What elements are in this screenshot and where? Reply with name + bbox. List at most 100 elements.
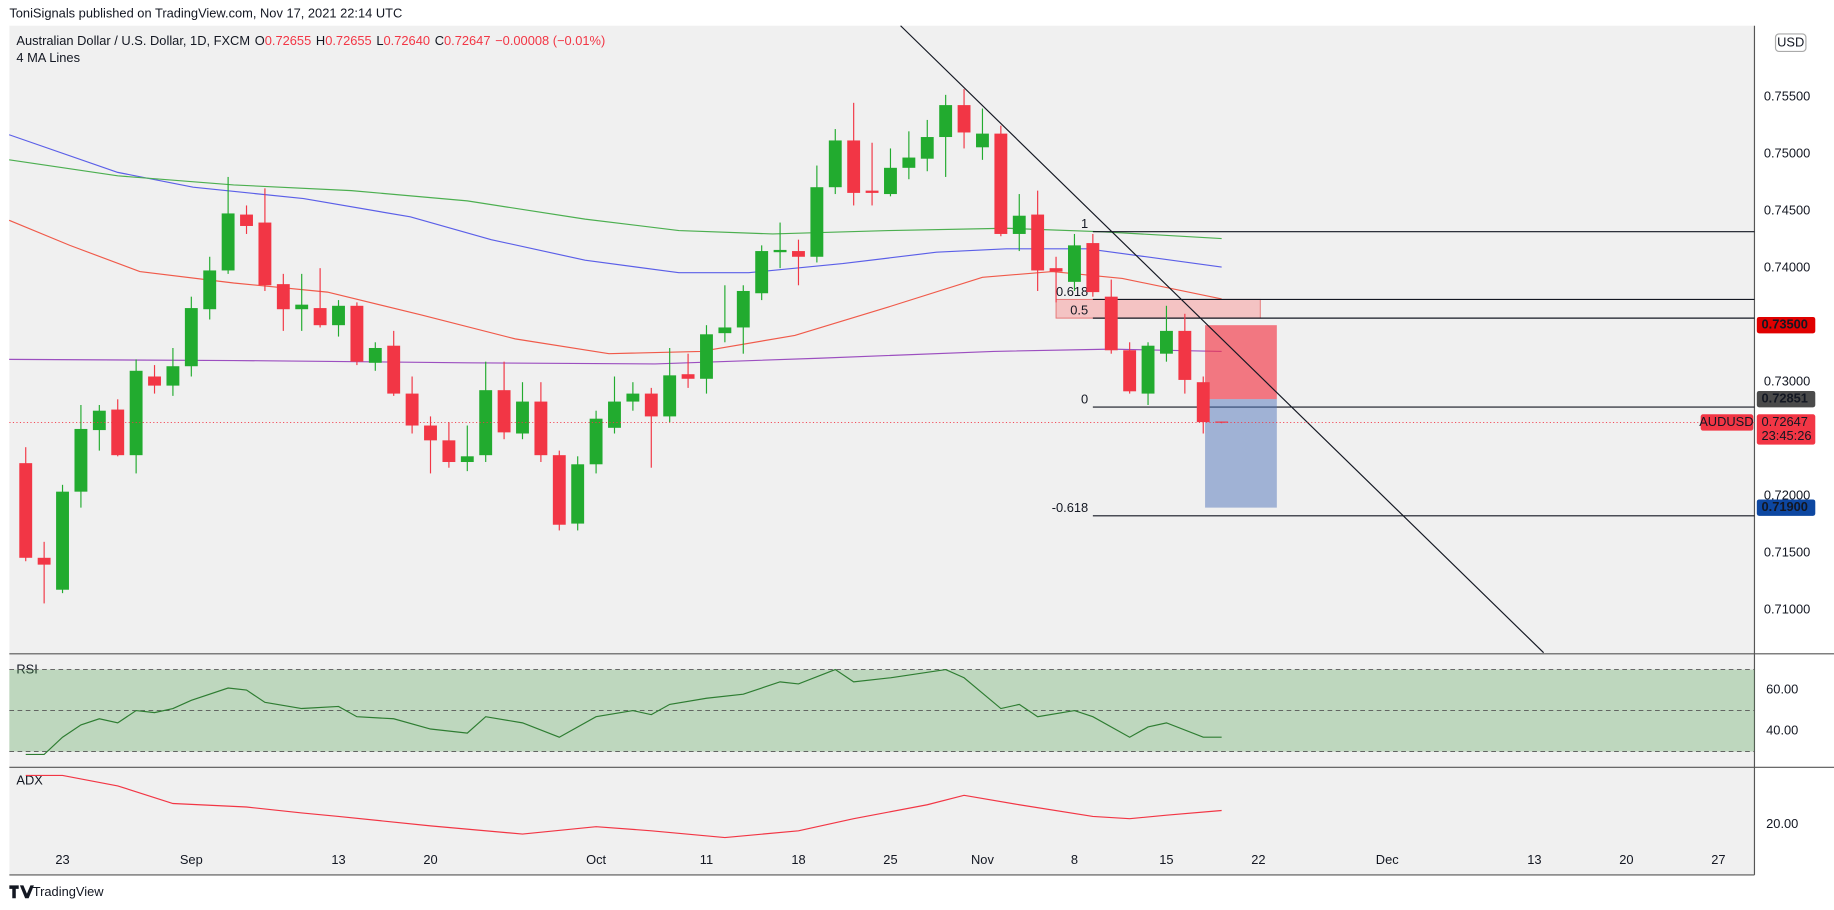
candle-body	[221, 213, 235, 271]
last-price-label: 0.72647	[1761, 414, 1807, 429]
candle-body	[1196, 382, 1210, 423]
publisher: ToniSignals published on TradingView.com…	[9, 5, 402, 20]
candle-body	[663, 375, 677, 417]
candle-body	[847, 140, 861, 193]
candle-body	[1123, 350, 1137, 392]
candle-body	[1031, 214, 1045, 271]
rsi-tick-label: 60.00	[1766, 681, 1798, 696]
candle-body	[828, 140, 842, 188]
brand: TradingView	[33, 884, 104, 899]
x-tick-label: 20	[423, 852, 437, 867]
y-tick-label: 0.74500	[1764, 203, 1810, 218]
candle-body	[608, 401, 621, 428]
candle-body	[516, 401, 529, 434]
fib-label: 0	[1081, 391, 1088, 406]
candle-body	[424, 425, 437, 441]
candle-body	[939, 105, 953, 138]
y-tick-label: 0.71000	[1764, 602, 1810, 617]
last-price-badge	[1756, 414, 1816, 445]
candle-body	[92, 410, 106, 431]
x-tick-label: 23	[55, 852, 69, 867]
candle-body	[129, 370, 143, 456]
candle-body	[295, 304, 309, 310]
fib-label: 0.5	[1070, 302, 1088, 317]
candle-body	[460, 456, 474, 463]
ohlc-key: C	[435, 34, 444, 49]
candle-body	[387, 345, 401, 394]
candle-body	[1086, 243, 1100, 293]
symbol: Australian Dollar / U.S. Dollar, 1D, FXC…	[16, 34, 250, 49]
stop-zone	[1205, 325, 1277, 400]
candle-body	[37, 557, 51, 565]
x-tick-label: 8	[1071, 852, 1078, 867]
x-tick-label: 18	[791, 852, 805, 867]
candle-body	[479, 390, 493, 456]
x-tick-label: Oct	[586, 852, 606, 867]
candle-body	[994, 133, 1008, 234]
x-tick-label: 15	[1159, 852, 1173, 867]
trendline	[900, 25, 1545, 654]
ohlc-key: O	[255, 34, 265, 49]
candle-body	[56, 491, 69, 590]
fib-label: 0.618	[1056, 284, 1088, 299]
x-tick-label: Sep	[180, 852, 203, 867]
fib-label: -0.618	[1052, 500, 1088, 515]
logo-mark	[9, 885, 34, 899]
ohlc-value: 0.72640	[384, 34, 430, 49]
stop-badge	[1756, 316, 1816, 334]
candle-body	[976, 133, 989, 148]
legend: Australian Dollar / U.S. Dollar, 1D, FXC…	[16, 34, 605, 49]
x-tick-label: 20	[1619, 852, 1633, 867]
candle-body	[166, 366, 180, 386]
entry-badge	[1756, 390, 1816, 408]
candle-body	[957, 105, 971, 133]
x-tick-label: 25	[883, 852, 897, 867]
y-tick-label: 0.72000	[1764, 488, 1810, 503]
candle-body	[240, 214, 253, 226]
candle-body	[920, 137, 934, 159]
currency-box[interactable]	[1774, 33, 1807, 53]
candle-body	[681, 374, 695, 379]
candle-body	[184, 308, 198, 367]
candle-body	[552, 455, 566, 525]
x-tick-label: Dec	[1376, 852, 1399, 867]
fib-label: 1	[1081, 216, 1088, 231]
symbol-badge	[1700, 414, 1754, 431]
candle-body	[405, 393, 419, 426]
candle-body	[1215, 421, 1229, 423]
candle-body	[74, 428, 88, 492]
countdown: 23:45:26	[1761, 428, 1811, 443]
symbol-label: AUDUSD	[1699, 414, 1753, 429]
candle-body	[1160, 330, 1173, 354]
candle-body	[736, 290, 750, 328]
candle-body	[865, 190, 879, 193]
candle-body	[626, 393, 640, 402]
candle-body	[700, 334, 713, 379]
candle-body	[884, 167, 897, 195]
candle-body	[810, 187, 824, 257]
candle-body	[19, 463, 33, 558]
entry-label: 0.72851	[1761, 391, 1807, 406]
x-tick-label: 13	[331, 852, 345, 867]
candle-body	[792, 251, 805, 257]
change: −0.00008 (−0.01%)	[495, 34, 605, 49]
brand-logo	[9, 885, 34, 899]
x-tick-label: 22	[1251, 852, 1265, 867]
target-zone	[1205, 399, 1277, 508]
rsi-tick-label: 40.00	[1766, 722, 1798, 737]
candle-body	[589, 418, 603, 465]
candle-body	[1049, 268, 1063, 272]
target-label: 0.71900	[1761, 499, 1807, 514]
currency: USD	[1777, 35, 1804, 50]
candle-body	[276, 284, 290, 310]
candle-body	[718, 327, 732, 334]
candle-body	[534, 401, 548, 456]
candle-body	[368, 347, 382, 363]
y-tick-label: 0.73000	[1764, 374, 1810, 389]
ma-line	[9, 348, 1222, 365]
y-tick-label: 0.74000	[1764, 260, 1810, 275]
ohlc-key: H	[316, 34, 325, 49]
ohlc-value: 0.72655	[325, 34, 371, 49]
